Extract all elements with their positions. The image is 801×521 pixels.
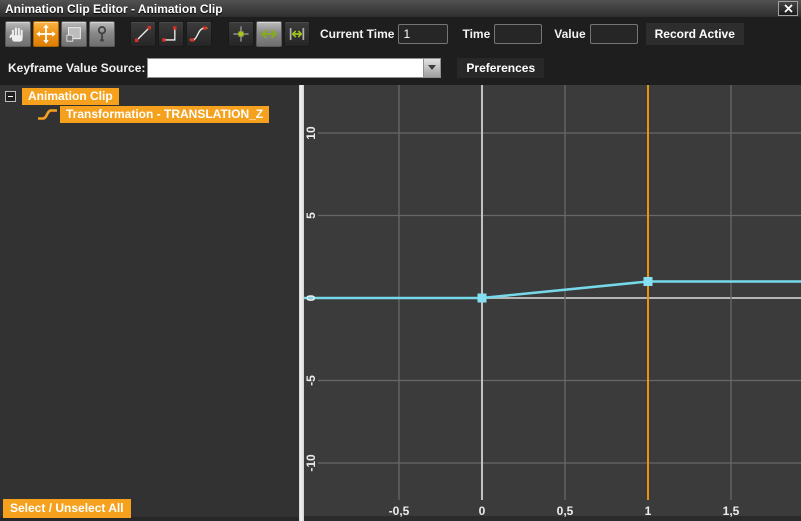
window-title: Animation Clip Editor - Animation Clip [5,1,223,16]
panel-splitter[interactable] [299,85,304,521]
current-time-label: Current Time [320,26,395,41]
value-label: Value [554,26,586,41]
curve-icon [38,109,57,120]
preferences-button[interactable]: Preferences [457,57,545,78]
collapse-expander[interactable] [5,91,16,102]
svg-text:5: 5 [304,212,318,219]
svg-text:10: 10 [304,126,318,140]
linear-interpolation-button[interactable] [130,20,156,47]
chevron-down-icon [428,65,437,70]
hand-icon [9,26,23,42]
svg-text:-10: -10 [304,454,318,472]
time-label: Time [462,26,491,41]
snap-keyframe-icon [233,25,249,42]
tree-item-label[interactable]: Animation Clip [22,88,119,105]
clip-tree-panel: Animation Clip Transformation - TRANSLAT… [0,85,299,521]
step-interpolation-button[interactable] [158,20,184,47]
curve-editor-canvas[interactable]: -0,5 0 0,5 1 1,5 10 5 0 -5 -10 [304,85,801,521]
current-time-input[interactable] [398,23,449,44]
curve-chart: -0,5 0 0,5 1 1,5 10 5 0 -5 -10 [304,85,801,518]
minus-icon [8,96,13,97]
curve-interpolation-button[interactable] [186,20,212,47]
time-input[interactable] [494,23,543,44]
svg-text:0,5: 0,5 [557,504,574,518]
svg-text:1: 1 [645,504,652,518]
move-tool-button[interactable] [33,20,59,47]
close-button[interactable] [778,1,798,16]
close-icon [783,4,793,13]
svg-text:-5: -5 [304,375,318,386]
move-horizontal-button[interactable] [256,20,282,47]
svg-text:0: 0 [479,504,486,518]
key-tool-button[interactable] [89,20,115,47]
select-unselect-all-button[interactable]: Select / Unselect All [3,499,131,518]
move-horizontal-icon [261,29,277,38]
tree-item-animation-clip[interactable]: Animation Clip [5,88,299,105]
snap-keyframe-button[interactable] [228,20,254,47]
keyframe-value-source-dropdown[interactable] [147,57,442,78]
step-interpolation-icon [162,25,177,42]
tree-item-label[interactable]: Transformation - TRANSLATION_Z [60,106,270,123]
svg-text:-0,5: -0,5 [389,504,410,518]
move-icon [36,23,56,44]
main-toolbar: Current Time Time Value Record Active [0,17,801,50]
keyframe-value-source-input[interactable] [148,58,424,77]
box-select-icon [66,26,81,42]
main-area: Animation Clip Transformation - TRANSLAT… [0,85,801,521]
key-icon [97,25,107,41]
keyframe-value-source-label: Keyframe Value Source: [8,60,146,75]
svg-text:0: 0 [304,294,318,301]
scale-horizontal-icon [289,27,305,40]
record-active-button[interactable]: Record Active [645,22,744,45]
linear-interpolation-icon [134,25,152,42]
svg-text:1,5: 1,5 [723,504,740,518]
box-select-tool-button[interactable] [61,20,87,47]
options-bar: Keyframe Value Source: Preferences [0,50,801,85]
title-bar: Animation Clip Editor - Animation Clip [0,0,801,17]
curve-interpolation-icon [189,25,208,42]
dropdown-arrow-button[interactable] [423,58,441,77]
tree-item-translation-z[interactable]: Transformation - TRANSLATION_Z [37,106,299,123]
value-input[interactable] [589,23,638,44]
pan-tool-button[interactable] [5,20,31,47]
scale-horizontal-button[interactable] [284,20,310,47]
